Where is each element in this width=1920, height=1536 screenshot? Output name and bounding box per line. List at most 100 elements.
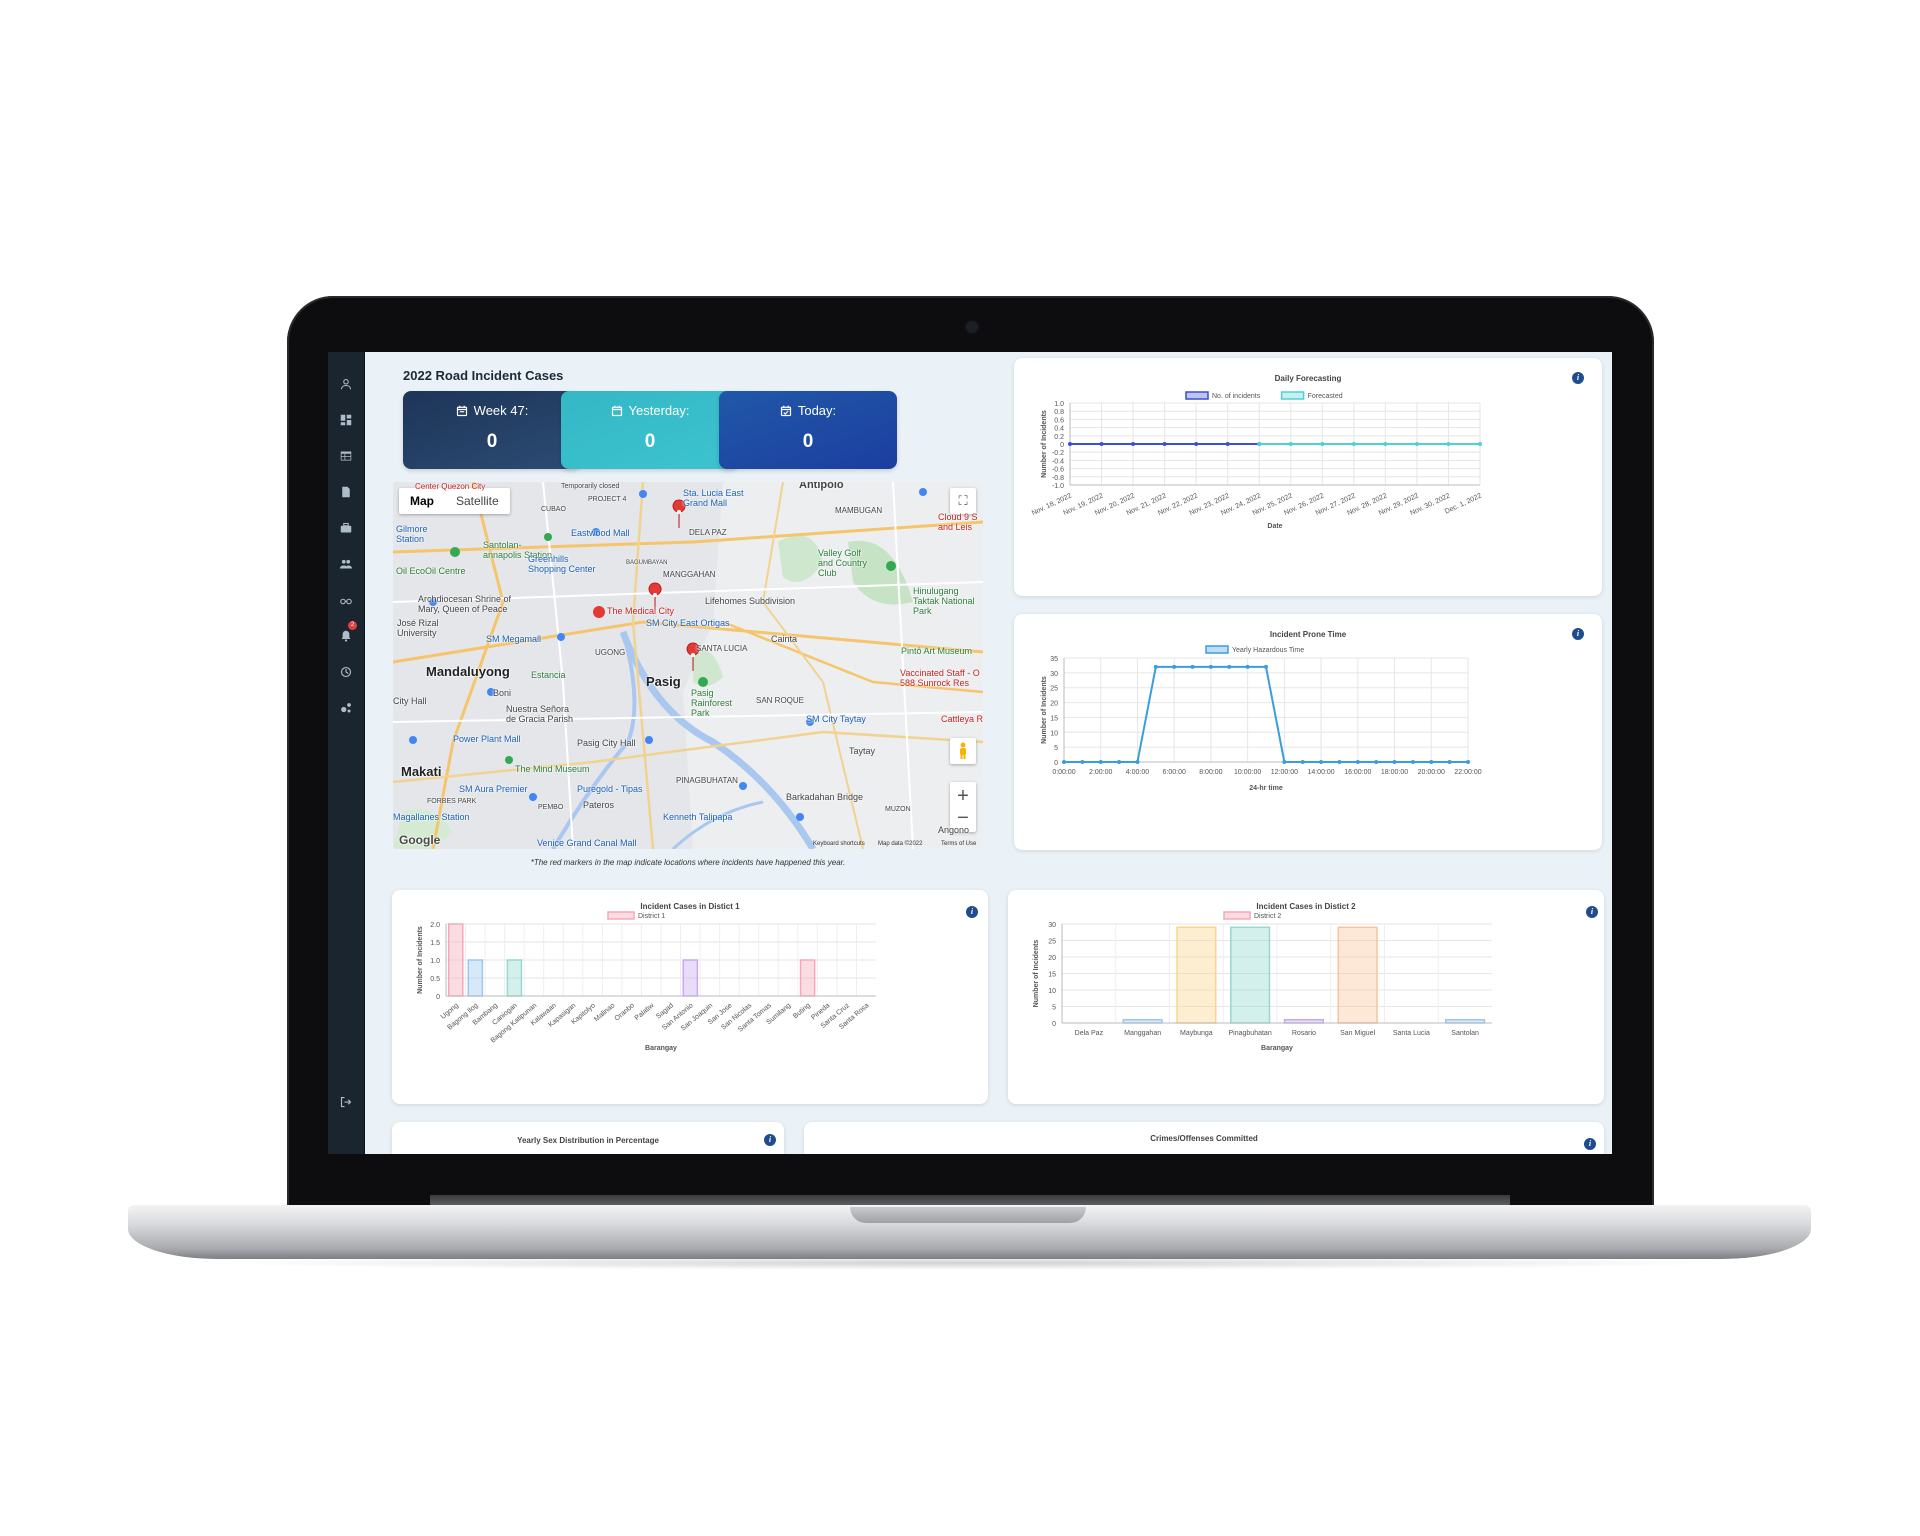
info-icon[interactable]: i [1572,628,1584,640]
map-label: José Rizal University [397,618,439,638]
prone-time-chart: 35 30 25 20 15 10 5 0 0:00:00 2:00:00 4:00:00 6:00:… [1041,645,1482,792]
history-icon[interactable] [336,662,356,682]
legend-label: No. of incidents [1212,393,1261,400]
x-axis-title: Barangay [645,1045,677,1052]
info-icon[interactable]: i [1584,1138,1596,1150]
zoom-in-button[interactable]: + [957,785,969,807]
settings-icon[interactable] [336,698,356,718]
keyboard-shortcuts-link[interactable]: Keyboard shortcuts [813,841,865,847]
bar [467,959,484,997]
map-tab-satellite[interactable]: Satellite [456,494,499,508]
briefcase-icon[interactable] [336,518,356,538]
map-base [393,482,983,849]
fullscreen-icon[interactable]: ⛶ [950,488,976,514]
map-label: City Hall [393,696,427,706]
y-tick-label: 35 [1050,656,1058,663]
users-icon[interactable] [336,554,356,574]
logout-icon[interactable] [336,1092,356,1112]
series-line [1064,665,1468,763]
pegman-icon[interactable] [950,738,976,764]
map-label: Taytay [849,746,876,756]
data-point [1190,664,1195,669]
x-axis-title: Date [1267,523,1282,530]
y-tick-label: 0.8 [1054,409,1064,416]
map-label: PEMBO [538,804,564,811]
sex-distribution-card: Yearly Sex Distribution in Percentage i [392,1122,784,1154]
x-tick-label: Dela Paz [1075,1030,1104,1037]
bar [506,959,523,997]
x-tick-label: Palatiw [634,1002,657,1022]
map-label: SM City East Ortigas [646,618,730,628]
map-label: Oil EcoOil Centre [396,566,466,576]
x-axis-title: Barangay [1261,1045,1293,1052]
y-tick-label: -0.8 [1052,475,1064,482]
map-label: FORBES PARK [427,798,477,805]
info-icon[interactable]: i [966,906,978,918]
google-logo: Google [399,833,441,847]
district2-card: Incident Cases in Distict 2 i 30 25 20 15 10… [1008,890,1604,1104]
data-point [1466,760,1470,764]
data-point [1172,664,1177,669]
user-icon[interactable] [336,374,356,394]
y-tick-label: -0.6 [1052,467,1064,474]
laptop-notch [850,1207,1086,1223]
zoom-out-button[interactable]: − [957,807,969,829]
legend-label: Yearly Hazardous Time [1232,647,1304,654]
map-label: MANGGAHAN [663,570,716,579]
map-label: SM Aura Premier [459,784,528,794]
stat-week-label: Week 47: [473,403,529,418]
map-label: Estancia [531,670,566,680]
y-tick-label: 0 [436,994,440,1001]
info-icon[interactable]: i [764,1134,776,1146]
data-point [1429,760,1434,764]
bar [1230,926,1271,1024]
map-label: Center Quezon City [415,482,486,491]
map-label: Venice Grand Canal Mall [537,838,637,848]
report-icon[interactable] [336,482,356,502]
data-point [1264,664,1268,669]
screen: 2 2022 Road Incident Cases Week 47: 0 Ye… [328,352,1612,1154]
map-label: Power Plant Mall [453,734,521,744]
y-tick-label: 0.2 [1054,434,1064,441]
district2-chart: 30 25 20 15 10 5 0 Dela Paz Manggahan Maybunga Pin… [1033,911,1492,1052]
bar [1176,926,1217,1024]
incident-map[interactable]: Map Satellite ⛶ + − Antipolo Sta. Lucia … [393,482,983,849]
stat-week-value: 0 [486,431,498,452]
legend-label: District 1 [638,913,665,920]
x-tick-label: 10:00:00 [1234,769,1261,776]
info-icon[interactable]: i [1586,906,1598,918]
laptop-camera [966,321,978,333]
stat-yesterday-label: Yesterday: [628,403,690,418]
y-axis-title: Number of Incidents [417,926,424,994]
bell-icon[interactable]: 2 [336,621,357,646]
map-tab-map[interactable]: Map [410,494,434,508]
map-label: Cainta [771,634,798,644]
map-label: Puregold - Tipas [577,784,643,794]
dashboard-icon[interactable] [336,410,356,430]
data-point [1080,760,1085,764]
y-tick-label: 0 [1060,442,1064,449]
map-label: Antipolo [799,482,844,491]
sidebar: 2 [328,352,365,1154]
x-tick-label: 8:00:00 [1199,769,1222,776]
terms-link[interactable]: Terms of Use [941,841,977,847]
x-tick-label: 6:00:00 [1163,769,1186,776]
x-tick-label: 14:00:00 [1307,769,1334,776]
data-point [1162,442,1167,446]
legend-swatch [1185,391,1209,400]
stat-yesterday: Yesterday: 0 [561,391,739,469]
info-icon[interactable]: i [1572,372,1584,384]
data-point [1478,442,1482,446]
data-point [1227,664,1232,669]
map-data-label: Map data ©2022 [878,841,923,847]
map-label: Vaccinated Staff - O 588 Sunrock Res [900,668,980,688]
glasses-icon[interactable] [336,590,356,610]
data-point [1300,760,1305,764]
map-label: Makati [401,764,442,779]
data-point [1131,442,1136,446]
table-icon[interactable] [336,446,356,466]
daily-forecast-title: Daily Forecasting [1274,374,1342,383]
data-point [1068,442,1072,446]
data-point [1447,760,1452,764]
y-tick-label: 0 [1054,760,1058,767]
